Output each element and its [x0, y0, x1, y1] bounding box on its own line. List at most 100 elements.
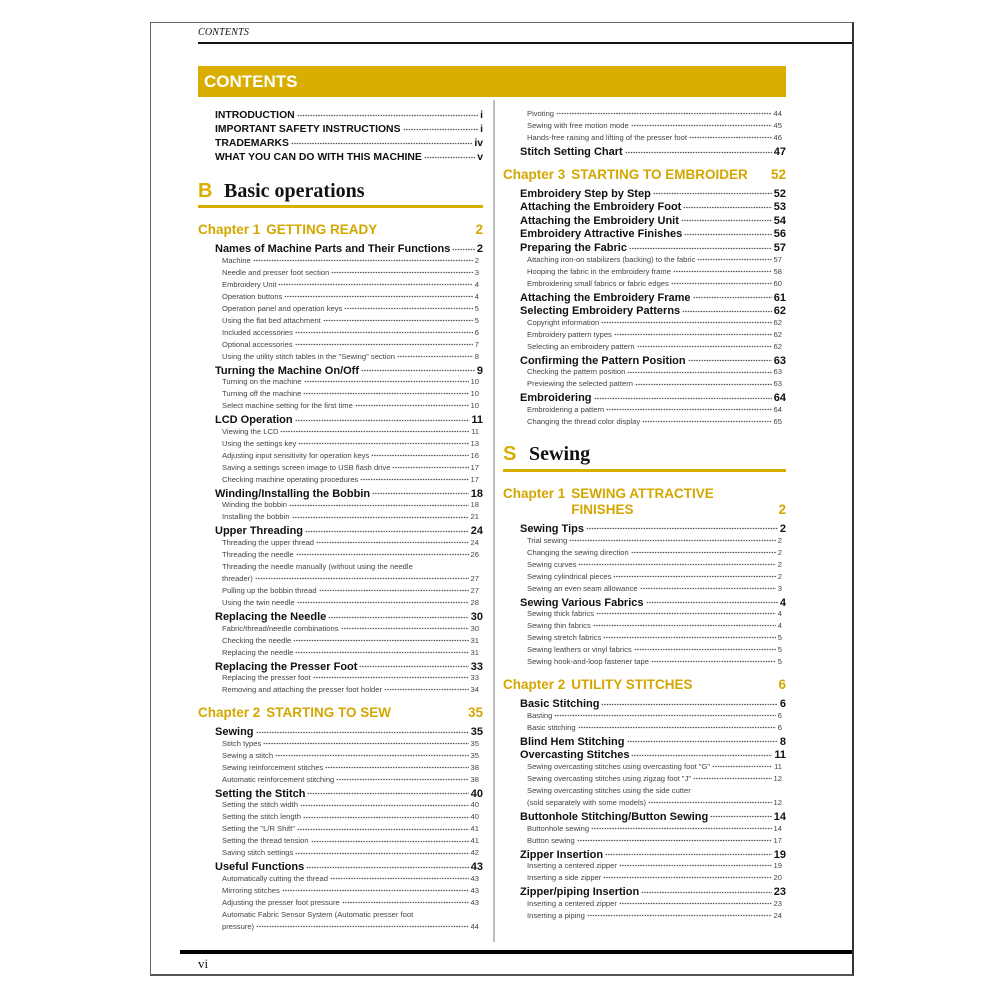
toc-subentry[interactable]: Turning off the machine 10: [198, 388, 483, 400]
toc-subentry[interactable]: Sewing reinforcement stitches 38: [198, 762, 483, 774]
toc-subentry[interactable]: Automatic reinforcement stitching 38: [198, 774, 483, 786]
toc-subentry[interactable]: Optional accessories 7: [198, 339, 483, 351]
toc-entry[interactable]: Embroidery Step by Step 52: [503, 185, 786, 200]
toc-subentry[interactable]: Sewing hook-and-loop fastener tape 5: [503, 656, 786, 668]
toc-subentry[interactable]: Basting 6: [503, 710, 786, 722]
toc-subentry[interactable]: Machine 2: [198, 255, 483, 267]
toc-entry[interactable]: Stitch Setting Chart 47: [503, 144, 786, 158]
toc-front-entry[interactable]: INTRODUCTION i: [198, 108, 483, 122]
toc-subentry[interactable]: Embroidering small fabrics or fabric edg…: [503, 277, 786, 290]
toc-subentry[interactable]: threader) 27: [198, 573, 483, 585]
toc-entry[interactable]: Confirming the Pattern Position 63: [503, 352, 786, 367]
toc-entry[interactable]: Selecting Embroidery Patterns 62: [503, 303, 786, 317]
toc-subentry[interactable]: Fabric/thread/needle combinations 30: [198, 622, 483, 635]
toc-subentry[interactable]: Sewing stretch fabrics 5: [503, 632, 786, 644]
toc-subentry[interactable]: Sewing leathers or vinyl fabrics 5: [503, 644, 786, 656]
toc-subentry[interactable]: Buttonhole sewing 14: [503, 822, 786, 835]
toc-subentry[interactable]: Adjusting the presser foot pressure 43: [198, 897, 483, 909]
toc-subentry[interactable]: Pivoting 44: [503, 108, 786, 120]
toc-subentry[interactable]: Using the utility stitch tables in the "…: [198, 351, 483, 363]
toc-subentry[interactable]: Pulling up the bobbin thread 27: [198, 585, 483, 597]
toc-subentry[interactable]: Saving a settings screen image to USB fl…: [198, 462, 483, 474]
toc-subentry[interactable]: Installing the bobbin 21: [198, 511, 483, 523]
toc-subentry[interactable]: Setting the "L/R Shift" 41: [198, 823, 483, 835]
toc-subentry[interactable]: Inserting a piping 24: [503, 910, 786, 922]
toc-entry[interactable]: Buttonhole Stitching/Button Sewing 14: [503, 808, 786, 823]
toc-subentry[interactable]: Selecting an embroidery pattern 62: [503, 341, 786, 353]
toc-entry[interactable]: Attaching the Embroidery Unit 54: [503, 212, 786, 227]
toc-subentry[interactable]: Embroidering a pattern 64: [503, 404, 786, 416]
toc-subentry[interactable]: Copyright information 62: [503, 317, 786, 329]
chapter-heading[interactable]: Chapter 1 GETTING READY 2: [198, 222, 483, 238]
toc-subentry[interactable]: Threading the needle 26: [198, 549, 483, 561]
chapter-heading[interactable]: Chapter 2 STARTING TO SEW 35: [198, 705, 483, 721]
toc-subentry[interactable]: Sewing overcasting stitches using overca…: [503, 761, 786, 773]
toc-entry[interactable]: LCD Operation 11: [198, 412, 483, 426]
chapter-heading[interactable]: Chapter 2 UTILITY STITCHES 6: [503, 677, 786, 693]
toc-subentry[interactable]: Replacing the needle 31: [198, 646, 483, 659]
toc-subentry[interactable]: Inserting a centered zipper 23: [503, 898, 786, 910]
toc-subentry[interactable]: Turning on the machine 10: [198, 376, 483, 388]
toc-subentry[interactable]: Button sewing 17: [503, 834, 786, 847]
toc-subentry[interactable]: Automatically cutting the thread 43: [198, 873, 483, 885]
toc-entry[interactable]: Basic Stitching 6: [503, 696, 786, 710]
toc-subentry[interactable]: Included accessories 6: [198, 327, 483, 339]
toc-subentry[interactable]: Embroidery Unit 4: [198, 279, 483, 291]
toc-subentry[interactable]: Checking machine operating procedures 17: [198, 474, 483, 486]
toc-subentry[interactable]: Using the settings key 13: [198, 438, 483, 450]
toc-entry[interactable]: Upper Threading 24: [198, 523, 483, 537]
toc-subentry[interactable]: Embroidery pattern types 62: [503, 329, 786, 341]
toc-front-entry[interactable]: WHAT YOU CAN DO WITH THIS MACHINE v: [198, 150, 483, 164]
toc-subentry[interactable]: Removing and attaching the presser foot …: [198, 684, 483, 696]
toc-subentry[interactable]: Sewing cylindrical pieces 2: [503, 570, 786, 583]
toc-subentry[interactable]: Operation panel and operation keys 5: [198, 303, 483, 315]
toc-subentry[interactable]: Sewing curves 2: [503, 558, 786, 571]
toc-entry[interactable]: Attaching the Embroidery Foot 53: [503, 199, 786, 213]
toc-entry[interactable]: Blind Hem Stitching 8: [503, 733, 786, 748]
toc-subentry[interactable]: Hooping the fabric in the embroidery fra…: [503, 265, 786, 278]
toc-subentry[interactable]: Sewing overcasting stitches using zigzag…: [503, 773, 786, 785]
toc-entry[interactable]: Replacing the Needle 30: [198, 608, 483, 623]
toc-subentry[interactable]: Setting the thread tension 41: [198, 835, 483, 847]
toc-subentry[interactable]: Replacing the presser foot 33: [198, 672, 483, 684]
toc-subentry[interactable]: Using the twin needle 28: [198, 597, 483, 609]
toc-entry[interactable]: Sewing Various Fabrics 4: [503, 594, 786, 609]
toc-subentry[interactable]: Threading the upper thread 24: [198, 537, 483, 549]
toc-subentry[interactable]: Setting the stitch length 40: [198, 811, 483, 823]
toc-subentry[interactable]: Setting the stitch width 40: [198, 799, 483, 811]
toc-subentry[interactable]: Trial sewing 2: [503, 534, 786, 547]
toc-subentry[interactable]: Needle and presser foot section 3: [198, 267, 483, 279]
toc-entry[interactable]: Names of Machine Parts and Their Functio…: [198, 241, 483, 255]
toc-subentry[interactable]: Adjusting input sensitivity for operatio…: [198, 450, 483, 462]
toc-subentry[interactable]: Previewing the selected pattern 63: [503, 378, 786, 390]
toc-subentry[interactable]: Sewing thin fabrics 4: [503, 620, 786, 632]
toc-entry[interactable]: Embroidering 64: [503, 390, 786, 404]
toc-entry[interactable]: Preparing the Fabric 57: [503, 239, 786, 254]
toc-entry[interactable]: Zipper Insertion 19: [503, 846, 786, 861]
toc-subentry[interactable]: Checking the needle 31: [198, 634, 483, 647]
toc-subentry[interactable]: Viewing the LCD 11: [198, 426, 483, 438]
toc-entry[interactable]: Setting the Stitch 40: [198, 785, 483, 800]
toc-subentry[interactable]: pressure) 44: [198, 921, 483, 933]
toc-entry[interactable]: Useful Functions 43: [198, 859, 483, 873]
toc-entry[interactable]: Replacing the Presser Foot 33: [198, 658, 483, 673]
chapter-heading[interactable]: Chapter 3 STARTING TO EMBROIDER 52: [503, 167, 786, 183]
toc-subentry[interactable]: Operation buttons 4: [198, 291, 483, 303]
toc-front-entry[interactable]: TRADEMARKS iv: [198, 136, 483, 150]
toc-subentry[interactable]: Stitch types 35: [198, 738, 483, 750]
toc-entry[interactable]: Winding/Installing the Bobbin 18: [198, 485, 483, 500]
toc-subentry[interactable]: Using the flat bed attachment 5: [198, 315, 483, 327]
toc-subentry[interactable]: Inserting a centered zipper 19: [503, 860, 786, 872]
toc-subentry[interactable]: Mirroring stitches 43: [198, 885, 483, 897]
toc-entry[interactable]: Sewing 35: [198, 724, 483, 738]
toc-subentry[interactable]: Inserting a side zipper 20: [503, 872, 786, 884]
toc-subentry[interactable]: Winding the bobbin 18: [198, 499, 483, 511]
toc-front-entry[interactable]: IMPORTANT SAFETY INSTRUCTIONS i: [198, 122, 483, 136]
toc-subentry[interactable]: Checking the pattern position 63: [503, 366, 786, 378]
toc-subentry[interactable]: Changing the sewing direction 2: [503, 546, 786, 559]
toc-entry[interactable]: Attaching the Embroidery Frame 61: [503, 289, 786, 304]
toc-subentry[interactable]: Sewing with free motion mode 45: [503, 120, 786, 132]
toc-subentry[interactable]: Changing the thread color display 65: [503, 416, 786, 428]
toc-subentry[interactable]: Attaching iron-on stabilizers (backing) …: [503, 253, 786, 266]
toc-subentry[interactable]: (sold separately with some models) 12: [503, 797, 786, 809]
